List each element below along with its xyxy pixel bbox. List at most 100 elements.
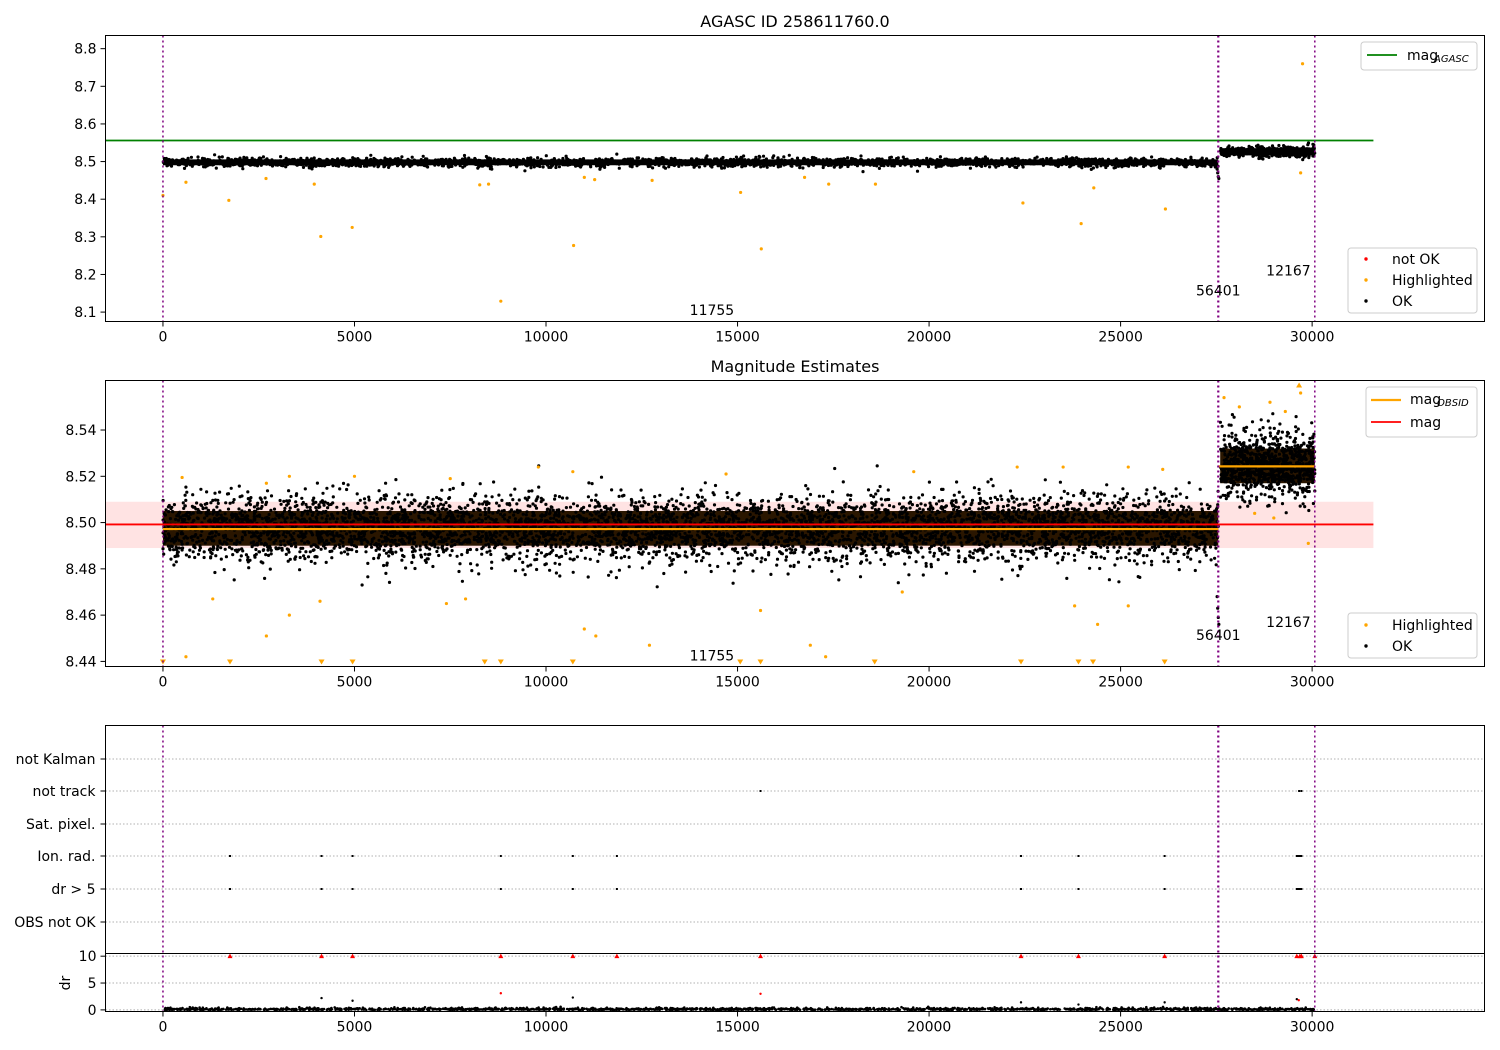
flag-row-label: not track	[32, 784, 96, 800]
highlighted-clipped-marker	[737, 659, 744, 665]
highlighted-point	[211, 597, 215, 601]
dr-not-ok-clipped	[1018, 953, 1024, 959]
panel-magnitude-legend-lower: Highlighted OK	[1347, 612, 1478, 659]
highlighted-point	[463, 597, 468, 601]
ok-dip-point	[1217, 622, 1221, 626]
flag-point	[759, 790, 762, 792]
dr-not-ok-clipped	[227, 953, 233, 959]
highlighted-point	[1073, 604, 1077, 608]
x-tick-label: 10000	[524, 330, 569, 346]
dr-not-ok-clipped	[1075, 953, 1081, 959]
obsid-label: 56401	[1196, 628, 1241, 644]
flag-point	[320, 888, 323, 890]
panel-flags-x-ticks: 0 5000 10000 15000 20000 25000 30000	[158, 1011, 1334, 1036]
highlighted-clipped-marker	[1090, 659, 1097, 665]
flag-row-label: not Kalman	[16, 752, 96, 768]
x-tick-label: 15000	[715, 330, 760, 346]
flag-point	[1020, 888, 1023, 890]
highlighted-point	[1272, 516, 1276, 520]
flag-point	[499, 888, 502, 890]
highlighted-point	[486, 182, 491, 186]
panel-agasc-y-ticks: 8.1 8.2 8.3 8.4 8.5 8.6 8.7 8.8	[74, 42, 106, 321]
ok-points	[1218, 412, 1317, 515]
panel-agasc-plot-area	[105, 35, 1374, 322]
highlighted-point	[264, 176, 268, 181]
legend-marker	[1364, 623, 1368, 627]
highlighted-point	[444, 601, 449, 606]
ok-points	[1218, 141, 1317, 162]
x-tick-label: 15000	[715, 675, 760, 691]
highlighted-point	[758, 608, 763, 613]
highlighted-point	[312, 182, 316, 186]
y-tick-label: 8.8	[74, 42, 96, 58]
legend-label: Highlighted	[1392, 273, 1473, 289]
y-tick-label: 8.52	[65, 469, 96, 485]
flag-point	[1297, 888, 1300, 890]
dr-ok-outlier	[571, 996, 575, 999]
panel-flags: not Kalman not track Sat. pixel. Ion. rad. d…	[14, 725, 1485, 1036]
highlighted-point	[912, 470, 916, 474]
flag-point	[1298, 888, 1301, 890]
panel-agasc-title: AGASC ID 258611760.0	[700, 12, 889, 31]
highlighted-clipped-marker	[349, 659, 356, 665]
highlighted-point	[1299, 391, 1303, 395]
ok-dip-point	[1215, 167, 1219, 171]
highlighted-point	[1222, 396, 1226, 400]
legend-subscript: OBSID	[1437, 398, 1469, 409]
y-tick-label: 8.4	[74, 192, 96, 208]
flag-point	[1300, 855, 1303, 857]
y-tick-label: 8.44	[65, 654, 96, 670]
flag-point	[1295, 888, 1298, 890]
dr-tick-label: 0	[88, 1003, 97, 1019]
panel-agasc-legend-lower: not OK Highlighted OK	[1347, 247, 1478, 314]
flag-row-label: dr > 5	[51, 882, 95, 898]
panel-magnitude-x-ticks: 0 5000 10000 15000 20000 25000 30000	[158, 666, 1335, 691]
highlighted-point	[739, 190, 743, 195]
highlighted-point	[1021, 201, 1025, 205]
legend-marker	[1364, 644, 1368, 648]
y-tick-label: 8.2	[74, 267, 96, 283]
highlighted-point	[1015, 465, 1019, 469]
y-tick-label: 8.6	[74, 117, 96, 133]
highlighted-point	[1299, 171, 1303, 175]
dr-not-ok-point	[759, 992, 762, 995]
dr-not-ok-clipped	[570, 953, 576, 959]
highlighted-clipped-marker	[318, 659, 325, 665]
dr-ok-outlier	[1019, 1001, 1023, 1004]
highlighted-point	[478, 183, 482, 187]
panel-agasc-x-ticks: 0 5000 10000 15000 20000 25000 30000	[158, 321, 1334, 346]
dr-ok-outlier	[320, 996, 323, 1000]
highlighted-point	[1126, 604, 1130, 608]
highlighted-clipped-marker	[497, 659, 504, 665]
highlighted-point	[318, 599, 322, 603]
y-tick-label: 8.5	[74, 155, 96, 171]
highlighted-clipped-marker	[569, 659, 576, 665]
flag-point	[1295, 855, 1298, 857]
highlighted-point	[264, 634, 268, 638]
x-tick-label: 25000	[1098, 1020, 1143, 1036]
highlighted-point	[499, 299, 503, 303]
obsid-label: 12167	[1266, 615, 1311, 631]
highlighted-point	[180, 475, 184, 480]
flag-point	[320, 855, 323, 857]
flag-point	[571, 888, 574, 890]
legend-marker	[1364, 299, 1368, 303]
legend-subscript: AGASC	[1433, 54, 1469, 65]
legend-box	[1360, 41, 1478, 71]
highlighted-point	[594, 634, 598, 638]
x-tick-label: 30000	[1290, 675, 1335, 691]
highlighted-point	[1283, 409, 1287, 414]
flag-point	[1300, 790, 1303, 792]
obsid-label: 11755	[690, 303, 735, 319]
highlighted-point	[1126, 465, 1130, 469]
x-tick-label: 20000	[907, 675, 952, 691]
highlighted-point	[227, 198, 231, 202]
flag-point	[228, 855, 231, 857]
panel-flags-dr-ticks: 0 5 10	[79, 949, 106, 1019]
dr-not-ok-point	[499, 992, 503, 995]
highlighted-point	[161, 193, 165, 198]
highlighted-point	[264, 481, 268, 485]
highlighted-point	[352, 474, 357, 478]
